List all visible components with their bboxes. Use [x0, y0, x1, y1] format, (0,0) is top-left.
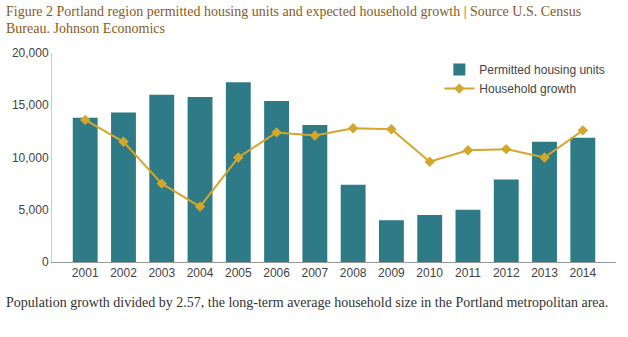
svg-text:2001: 2001 [72, 266, 99, 280]
svg-text:2007: 2007 [302, 266, 329, 280]
html-text:Figure 2 Portland region permi: Figure 2 Portland region permitted housi… [6, 4, 582, 36]
svg-text:2006: 2006 [263, 266, 290, 280]
svg-text:Permitted housing units: Permitted housing units [479, 63, 604, 77]
svg-text:2010: 2010 [416, 266, 443, 280]
svg-text:20,000: 20,000 [12, 46, 49, 60]
svg-text:2011: 2011 [455, 266, 481, 280]
svg-text:2008: 2008 [340, 266, 367, 280]
svg-text:Household growth: Household growth [479, 82, 576, 96]
html-text:Population growth divided by 2: Population growth divided by 2.57, the l… [6, 295, 609, 310]
svg-text:2014: 2014 [569, 266, 596, 280]
svg-text:2004: 2004 [187, 266, 214, 280]
svg-text:2005: 2005 [225, 266, 252, 280]
svg-text:0: 0 [42, 255, 49, 269]
svg-text:2012: 2012 [493, 266, 520, 280]
svg-text:15,000: 15,000 [12, 98, 49, 112]
svg-text:2013: 2013 [531, 266, 558, 280]
svg-text:2002: 2002 [110, 266, 137, 280]
svg-text:10,000: 10,000 [12, 151, 49, 165]
svg-text:2003: 2003 [148, 266, 175, 280]
svg-text:2009: 2009 [378, 266, 405, 280]
svg-text:5,000: 5,000 [19, 203, 49, 217]
